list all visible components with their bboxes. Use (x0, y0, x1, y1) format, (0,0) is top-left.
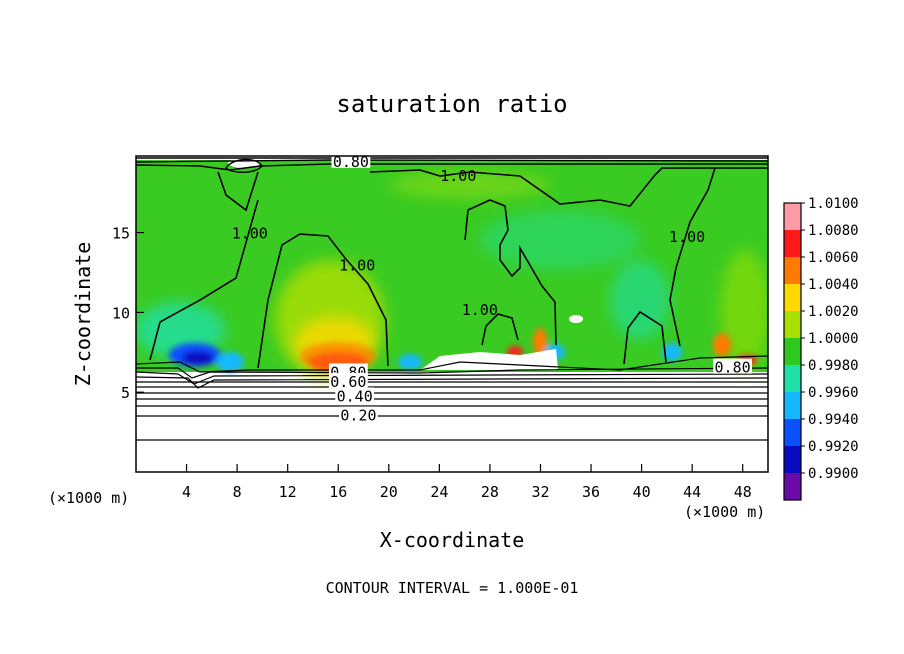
x-tick-label: 12 (279, 483, 297, 501)
colorbar-swatch-5 (784, 338, 801, 365)
colorbar-swatch-6 (784, 365, 801, 392)
contour-label: 0.60 (330, 373, 366, 391)
colorbar-level-label: 1.0060 (808, 250, 859, 266)
colorbar-swatch-9 (784, 446, 801, 473)
colorbar-swatch-3 (784, 284, 801, 311)
contour-label-bg-9 (335, 387, 375, 403)
x-axis-unit-right: (×1000 m) (684, 503, 765, 521)
contour-line-inv-1 (136, 355, 768, 373)
colorbar-swatch-1 (784, 230, 801, 257)
colorbar-level-label: 1.0040 (808, 277, 859, 293)
contour-label: 1.00 (669, 228, 705, 246)
x-axis-unit-left: (×1000 m) (48, 489, 129, 507)
field-dry-spot-6 (662, 343, 682, 361)
x-tick-label: 36 (582, 483, 600, 501)
field-patch-dry-right (610, 260, 670, 340)
contours-saturation-one (149, 167, 768, 369)
contour-1p00-right-cell (623, 310, 667, 365)
y-axis-label: Z-coordinate (71, 242, 95, 387)
field-moist-spot-4 (533, 328, 547, 356)
colorbar-frame (783, 202, 802, 501)
contour-label: 1.00 (339, 257, 375, 275)
contour-label-bg-8 (328, 373, 368, 389)
contour-lines (136, 157, 768, 441)
contour-label: 1.00 (232, 225, 268, 243)
contour-1p00-left-cell (481, 313, 519, 346)
contour-label: 0.40 (337, 387, 373, 405)
colorbar-level-label: 0.9940 (808, 412, 859, 428)
x-tick-label: 20 (380, 483, 398, 501)
x-axis-label: X-coordinate (380, 528, 525, 552)
colorbar-swatch-8 (784, 419, 801, 446)
y-tick-label: 5 (121, 384, 130, 402)
colorbar-swatch-2 (784, 257, 801, 284)
contour-1p00-right-line (669, 167, 716, 347)
contour-labels: 0.801.001.001.001.001.000.800.800.600.40… (232, 153, 753, 425)
contour-interval-note: CONTOUR INTERVAL = 1.000E-01 (326, 579, 579, 597)
x-tick-label: 44 (683, 483, 701, 501)
colorbar-swatch-4 (784, 311, 801, 338)
contour-1p00-left (149, 171, 259, 361)
plot-frame (135, 155, 769, 473)
contour-label: 0.80 (333, 153, 369, 171)
contour-label: 1.00 (440, 167, 476, 185)
colorbar-level-label: 1.0100 (808, 196, 859, 212)
contour-label: 0.20 (340, 407, 376, 425)
colorbar: 1.0100 1.0080 1.0060 1.0040 1.0020 1.0000 0.99… (783, 196, 859, 501)
contour-label-bg-0 (331, 156, 371, 168)
colorbar-swatch-10 (784, 473, 801, 500)
contour-1p00-right-plume (464, 199, 557, 346)
colorbar-level-label: 0.9980 (808, 358, 859, 374)
x-tick-label: 4 (182, 483, 191, 501)
field-moist-spot-5 (713, 333, 731, 357)
contour-line-top-2 (136, 159, 768, 163)
x-tick-label: 32 (531, 483, 549, 501)
contour-label: 1.00 (462, 301, 498, 319)
x-tick-label: 40 (633, 483, 651, 501)
contour-1p00-top (369, 167, 768, 207)
contour-line-inv-4 (136, 376, 768, 389)
contour-1p00-plume (257, 233, 389, 369)
field-patch-moist-right (720, 250, 768, 370)
field-dry-spot-3 (216, 352, 244, 372)
plot-area: 0.801.001.001.001.001.000.800.800.600.40… (136, 153, 768, 472)
field-dry-spot-4 (398, 354, 422, 370)
colorbar-swatch-7 (784, 392, 801, 419)
saturation-field (136, 158, 768, 380)
colorbar-level-label: 0.9920 (808, 439, 859, 455)
colorbar-level-label: 1.0000 (808, 331, 859, 347)
y-tick-label: 15 (112, 225, 130, 243)
colorbar-swatch-0 (784, 203, 801, 230)
colorbar-level-label: 0.9960 (808, 385, 859, 401)
colorbar-level-label: 0.9900 (808, 466, 859, 482)
field-moist-spot-2 (300, 342, 376, 370)
x-tick-label: 16 (329, 483, 347, 501)
contour-label-bg-6 (713, 358, 753, 374)
y-tick-label: 10 (112, 304, 130, 322)
field-gap-right (569, 315, 583, 323)
x-tick-label: 24 (430, 483, 448, 501)
chart-title: saturation ratio (336, 90, 567, 118)
contour-label-bg-10 (339, 406, 378, 422)
y-axis: 5 10 15 (112, 225, 144, 402)
x-tick-label: 8 (233, 483, 242, 501)
x-axis: 4 8 12 16 20 24 28 32 36 40 44 48 (182, 464, 752, 501)
contour-line-top-4 (225, 158, 263, 173)
x-tick-label: 48 (734, 483, 752, 501)
contour-line-inv-2 (136, 367, 768, 379)
contours-upper-boundary (136, 157, 768, 173)
field-dry-spot-2 (182, 351, 214, 365)
colorbar-level-label: 1.0080 (808, 223, 859, 239)
field-patch-moist-top (390, 171, 550, 199)
contour-label: 0.80 (715, 359, 751, 377)
contours-inversion-layer (136, 355, 768, 441)
field-patch-dry-mid (480, 210, 640, 270)
x-tick-label: 28 (481, 483, 499, 501)
contour-line-top-3 (136, 163, 768, 171)
colorbar-level-label: 1.0020 (808, 304, 859, 320)
